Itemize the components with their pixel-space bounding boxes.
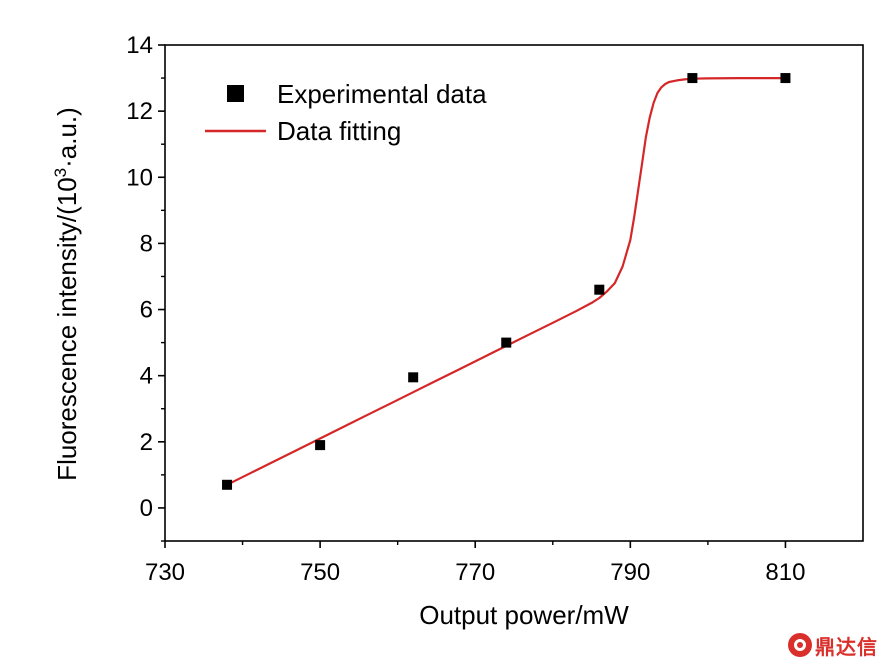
x-axis: 730 750 770 790 810 (145, 541, 805, 586)
legend-marker-experimental (227, 85, 244, 102)
x-tick-label: 790 (610, 559, 650, 586)
y-axis-title-superscript: 3 (51, 168, 70, 177)
y-tick-label: 6 (140, 297, 153, 324)
y-tick-label: 4 (140, 363, 153, 390)
y-tick-label: 2 (140, 429, 153, 456)
y-tick-label: 14 (126, 32, 153, 59)
y-axis-title-main: Fluorescence intensity/(10 (52, 177, 82, 480)
x-tick-label: 770 (455, 559, 495, 586)
x-tick-label: 810 (765, 559, 805, 586)
y-tick-label: 0 (140, 495, 153, 522)
x-tick-label: 750 (300, 559, 340, 586)
watermark: 鼎达信 (788, 630, 878, 660)
experimental-data-point (408, 372, 419, 383)
series-layer (222, 73, 791, 490)
experimental-data-point (687, 73, 698, 84)
dingdaxin-logo-icon (788, 633, 812, 657)
experimental-data-point (594, 284, 605, 295)
y-tick-label: 12 (126, 98, 153, 125)
y-tick-label: 10 (126, 164, 153, 191)
y-axis-title-tail: ·a.u.) (52, 107, 82, 168)
x-axis-title: Output power/mW (419, 600, 629, 630)
y-tick-label: 8 (140, 230, 153, 257)
experimental-data-point (780, 73, 791, 84)
watermark-text: 鼎达信 (815, 634, 878, 659)
y-axis: 0 2 4 6 8 10 12 14 (126, 32, 165, 542)
plot-frame (164, 44, 864, 542)
experimental-data-point (222, 479, 233, 490)
experimental-data-point (315, 440, 326, 451)
plot-frame-border (164, 44, 864, 542)
data-fitting-line (225, 76, 787, 486)
y-axis-title: Fluorescence intensity/(103·a.u.) (51, 107, 82, 481)
legend: Experimental data Data fitting (205, 79, 487, 146)
experimental-data-point (501, 337, 512, 348)
x-tick-label: 730 (145, 559, 185, 586)
legend-label-experimental: Experimental data (277, 79, 487, 109)
legend-label-fitting: Data fitting (277, 116, 401, 146)
